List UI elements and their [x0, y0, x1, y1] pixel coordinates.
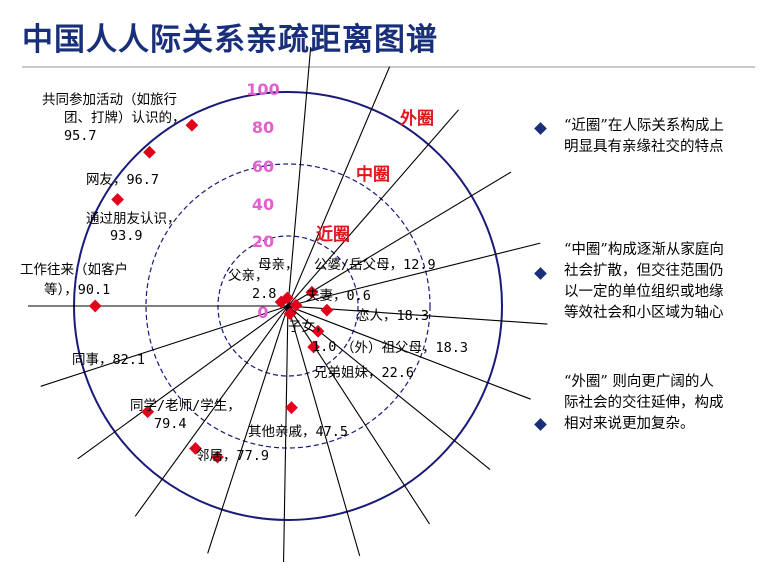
scale-label: 40 [252, 195, 274, 214]
data-marker [285, 401, 298, 414]
data-marker [111, 193, 124, 206]
data-label: 母亲， [258, 257, 299, 273]
data-label: 兄弟姐妹，22.6 [314, 365, 414, 381]
spoke-line [285, 242, 541, 308]
spoke-line [286, 109, 460, 308]
page-title: 中国人人际关系亲疏距离图谱 [22, 22, 438, 58]
data-marker [141, 405, 155, 419]
data-label: 其他亲戚，47.5 [248, 424, 348, 440]
data-label: 同学/老师/学生， 79.4 [130, 398, 241, 432]
spoke-line [134, 304, 290, 517]
scale-label: 60 [252, 157, 274, 176]
data-marker [88, 299, 102, 313]
spoke-line [286, 303, 361, 557]
spoke-line [285, 304, 531, 400]
spoke-line [207, 303, 290, 554]
spoke-line [286, 66, 391, 309]
scale-label: 0 [257, 303, 268, 322]
spoke-line [286, 304, 431, 525]
data-marker [305, 285, 319, 299]
scale-labels: 0 20 40 60 80 100 [246, 80, 279, 322]
ring-label-outer: 外圈 [400, 108, 434, 129]
data-label: 同事，82.1 [72, 352, 145, 368]
scale-label: 80 [252, 118, 274, 137]
data-label: 公婆/岳父母，12.9 [314, 257, 436, 273]
data-label: 邻居，77.9 [196, 448, 269, 464]
note-text: “外圈” 则向更广阔的人 际社会的交往延伸，构成 相对来说更加复杂。 [564, 374, 724, 432]
scale-label: 100 [246, 80, 279, 99]
ring-labels: 外圈 中圈 近圈 [316, 108, 434, 245]
data-marker [189, 442, 202, 455]
scale-label: 20 [252, 232, 274, 251]
data-marker [211, 450, 224, 464]
ring-label-inner: 近圈 [316, 224, 350, 245]
spoke-line [283, 303, 289, 562]
middle-ring [145, 163, 431, 449]
data-label: 共同参加活动（如旅行团、打牌）认识的， 95.7 [42, 91, 186, 144]
spoke-line [77, 304, 290, 460]
title-divider [22, 66, 755, 68]
data-marker [320, 303, 334, 317]
data-marker [274, 295, 288, 309]
data-label: 工作往来（如客户等），90.1 [20, 261, 128, 298]
data-marker [307, 340, 320, 354]
data-label: （外）祖父母，18.3 [341, 340, 468, 356]
data-label: 父亲， 2.8 [228, 268, 276, 302]
note-text: “中圈”构成逐渐从家庭向 社会扩散，但交往范围仍 以一定的单位组织或地缘 等效社… [564, 242, 724, 321]
data-label: 恋人，18.3 [356, 307, 429, 324]
note-text: “近圈”在人际关系构成上 明显具有亲缘社交的特点 [564, 118, 724, 155]
data-marker [143, 145, 156, 159]
data-label: 子女， 1.0 [288, 318, 336, 355]
data-label: 通过朋友认识， 93.9 [86, 211, 181, 244]
data-marker [283, 307, 297, 321]
ring-label-middle: 中圈 [356, 164, 390, 185]
spoke-line [287, 46, 312, 309]
data-markers [88, 118, 334, 464]
data-marker [289, 298, 303, 312]
spoke-line [286, 171, 512, 308]
data-marker [311, 324, 325, 338]
data-marker [185, 118, 199, 132]
data-label: 夫妻，0.6 [306, 288, 371, 304]
spoke-line [40, 304, 291, 387]
data-label: 网友，96.7 [86, 172, 159, 188]
data-labels: 母亲， 公婆/岳父母，12.9 父亲， 2.8 夫妻，0.6 恋人，18.3 子女， 1.0 （… [20, 91, 468, 464]
